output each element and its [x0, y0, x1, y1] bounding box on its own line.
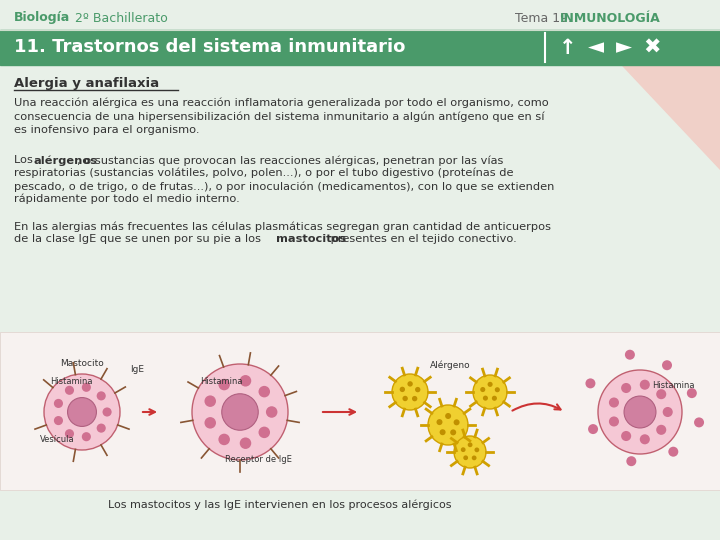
Text: INMUNOLOGÍA: INMUNOLOGÍA — [560, 11, 661, 24]
Text: presentes en el tejido conectivo.: presentes en el tejido conectivo. — [327, 234, 517, 244]
Circle shape — [586, 424, 596, 435]
Circle shape — [621, 431, 631, 441]
Text: Alérgeno: Alérgeno — [430, 360, 470, 370]
Text: Tema 19.: Tema 19. — [515, 11, 576, 24]
Circle shape — [492, 396, 497, 401]
Text: 2º Bachillerato: 2º Bachillerato — [75, 11, 168, 24]
Circle shape — [624, 396, 656, 428]
Text: Los: Los — [14, 155, 37, 165]
Circle shape — [392, 374, 428, 410]
Circle shape — [495, 387, 500, 392]
Circle shape — [240, 437, 251, 449]
Circle shape — [428, 405, 468, 445]
Text: En las alergias más frecuentes las células plasmáticas segregan gran cantidad de: En las alergias más frecuentes las célul… — [14, 221, 551, 232]
Circle shape — [402, 396, 408, 401]
Text: Receptor de IgE: Receptor de IgE — [225, 456, 292, 464]
Circle shape — [204, 395, 216, 407]
Text: ↑: ↑ — [559, 37, 577, 57]
Circle shape — [609, 416, 619, 427]
Text: rápidamente por todo el medio interno.: rápidamente por todo el medio interno. — [14, 194, 240, 205]
Text: mastocitos: mastocitos — [276, 234, 346, 244]
Circle shape — [445, 413, 451, 419]
Text: ►: ► — [616, 37, 632, 57]
Circle shape — [400, 387, 405, 392]
Circle shape — [487, 382, 492, 387]
Bar — [0, 30, 720, 65]
Circle shape — [598, 370, 682, 454]
Circle shape — [192, 364, 288, 460]
Text: Los mastocitos y las IgE intervienen en los procesos alérgicos: Los mastocitos y las IgE intervienen en … — [108, 500, 451, 510]
Circle shape — [626, 458, 636, 468]
Text: Una reacción alérgica es una reacción inflamatoria generalizada por todo el orga: Una reacción alérgica es una reacción in… — [14, 97, 549, 136]
Text: IgE: IgE — [130, 366, 144, 375]
Circle shape — [463, 455, 468, 460]
Circle shape — [473, 375, 507, 409]
Circle shape — [65, 429, 74, 438]
Circle shape — [54, 416, 63, 425]
Circle shape — [65, 386, 74, 395]
Text: alérgenos: alérgenos — [33, 155, 97, 165]
Circle shape — [468, 442, 472, 447]
Circle shape — [685, 389, 696, 399]
Circle shape — [450, 429, 456, 435]
Circle shape — [454, 420, 459, 426]
Circle shape — [258, 386, 270, 397]
Circle shape — [656, 425, 666, 435]
Circle shape — [204, 417, 216, 429]
Circle shape — [640, 434, 650, 444]
Circle shape — [436, 419, 443, 425]
Circle shape — [82, 432, 91, 441]
Circle shape — [656, 389, 666, 399]
Circle shape — [44, 374, 120, 450]
Circle shape — [461, 447, 466, 452]
Circle shape — [412, 396, 418, 401]
Text: pescado, o de trigo, o de frutas...), o por inoculación (medicamentos), con lo q: pescado, o de trigo, o de frutas...), o … — [14, 181, 554, 192]
Circle shape — [266, 406, 277, 418]
Circle shape — [222, 394, 258, 430]
Text: 11. Trastornos del sistema inmunitario: 11. Trastornos del sistema inmunitario — [14, 38, 405, 57]
Bar — [0, 0, 720, 30]
Circle shape — [640, 380, 650, 390]
Text: Vesícula: Vesícula — [40, 435, 75, 444]
Circle shape — [693, 417, 703, 427]
Circle shape — [258, 427, 270, 438]
Circle shape — [96, 423, 106, 433]
Text: de la clase IgE que se unen por su pie a los: de la clase IgE que se unen por su pie a… — [14, 234, 265, 244]
Text: , o sustancias que provocan las reacciones alérgicas, penetran por las vías: , o sustancias que provocan las reaccion… — [77, 155, 503, 165]
Text: Alergia y anafilaxia: Alergia y anafilaxia — [14, 77, 159, 90]
Circle shape — [408, 381, 413, 387]
Circle shape — [665, 355, 675, 365]
Circle shape — [54, 399, 63, 408]
Text: Histamina: Histamina — [652, 381, 695, 389]
Circle shape — [415, 387, 420, 392]
Circle shape — [102, 408, 112, 416]
Circle shape — [480, 387, 485, 392]
Text: Biología: Biología — [14, 11, 71, 24]
Text: Histamina: Histamina — [50, 377, 92, 387]
Circle shape — [662, 407, 672, 417]
Text: Mastocito: Mastocito — [60, 359, 104, 368]
Circle shape — [591, 382, 601, 392]
Circle shape — [621, 383, 631, 393]
Circle shape — [68, 397, 96, 427]
Circle shape — [483, 396, 488, 401]
Circle shape — [240, 375, 251, 387]
Text: Histamina: Histamina — [200, 377, 243, 387]
Circle shape — [609, 397, 619, 408]
Circle shape — [472, 455, 477, 460]
Circle shape — [474, 448, 480, 453]
Circle shape — [672, 451, 682, 461]
Text: ◄: ◄ — [588, 37, 604, 57]
Bar — [0, 332, 720, 490]
Circle shape — [82, 383, 91, 392]
Circle shape — [96, 392, 106, 401]
Circle shape — [454, 436, 486, 468]
Polygon shape — [560, 0, 720, 170]
Circle shape — [440, 429, 446, 435]
Text: respiratorias (sustancias volátiles, polvo, polen...), o por el tubo digestivo (: respiratorias (sustancias volátiles, pol… — [14, 168, 513, 179]
Circle shape — [626, 354, 636, 364]
Circle shape — [218, 379, 230, 390]
Circle shape — [218, 434, 230, 445]
Text: ✖: ✖ — [643, 37, 661, 57]
